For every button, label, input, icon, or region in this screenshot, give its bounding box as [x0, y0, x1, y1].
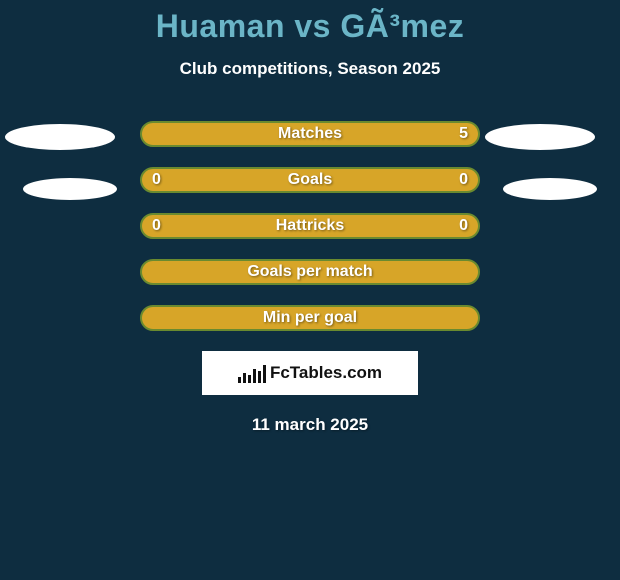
- logo: FcTables.com: [238, 363, 382, 383]
- subtitle: Club competitions, Season 2025: [0, 59, 620, 79]
- stat-row: Goals per match: [0, 259, 620, 285]
- stat-bar: [140, 167, 480, 193]
- comparison-card: Huaman vs GÃ³mez Club competitions, Seas…: [0, 0, 620, 580]
- stat-bar: [140, 121, 480, 147]
- stat-bar: [140, 259, 480, 285]
- page-title: Huaman vs GÃ³mez: [0, 0, 620, 45]
- barchart-icon: [238, 363, 266, 383]
- vs-separator: vs: [294, 8, 331, 44]
- stat-row: Hattricks00: [0, 213, 620, 239]
- stat-row: Goals00: [0, 167, 620, 193]
- logo-text: FcTables.com: [270, 363, 382, 383]
- stats-list: Matches5 Goals00 Hattricks00 Goals per matc…: [0, 121, 620, 331]
- stat-bar: [140, 305, 480, 331]
- player-left-name: Huaman: [156, 8, 285, 44]
- logo-box: FcTables.com: [202, 351, 418, 395]
- stat-row: Min per goal: [0, 305, 620, 331]
- player-right-name: GÃ³mez: [340, 8, 464, 44]
- stat-row: Matches5: [0, 121, 620, 147]
- date: 11 march 2025: [0, 415, 620, 435]
- stat-bar: [140, 213, 480, 239]
